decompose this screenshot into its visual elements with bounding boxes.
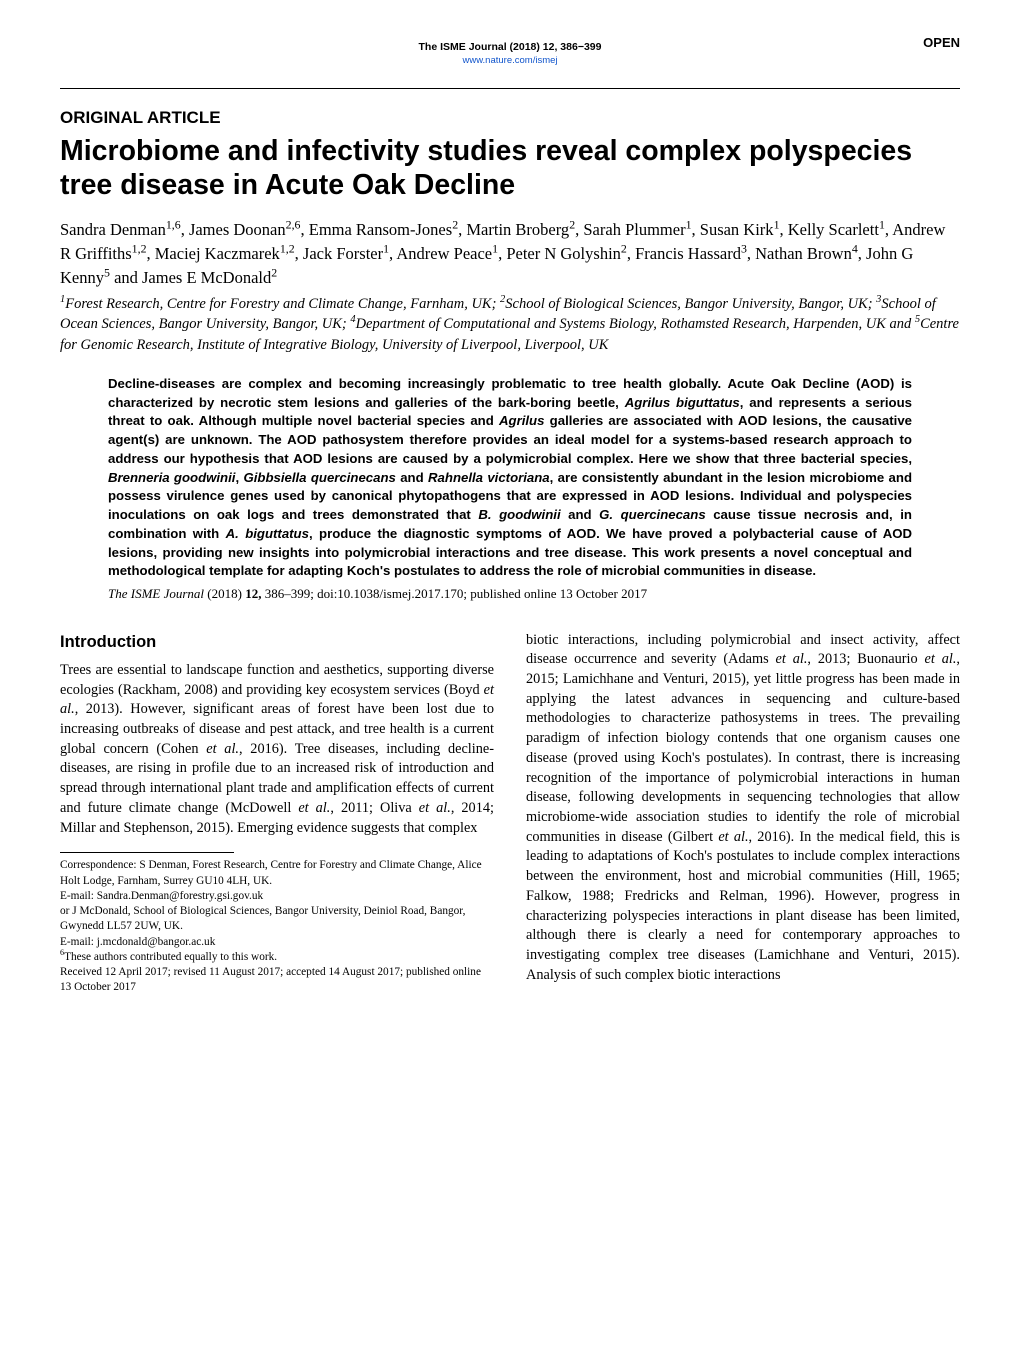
citation-journal: The ISME Journal <box>108 586 204 601</box>
body-columns: Introduction Trees are essential to land… <box>60 631 960 996</box>
article-title: Microbiome and infectivity studies revea… <box>60 134 960 202</box>
open-access-badge: OPEN <box>923 34 960 52</box>
citation-line: The ISME Journal (2018) 12, 386–399; doi… <box>108 585 912 603</box>
article-type-label: ORIGINAL ARTICLE <box>60 107 960 130</box>
footnote-rule <box>60 852 234 853</box>
header-rule <box>60 88 960 89</box>
right-column: biotic interactions, including polymicro… <box>526 631 960 996</box>
citation-year: (2018) <box>207 586 245 601</box>
intro-text-right: biotic interactions, including polymicro… <box>526 631 960 986</box>
correspondence-footnotes: Correspondence: S Denman, Forest Researc… <box>60 858 494 995</box>
abstract: Decline-diseases are complex and becomin… <box>108 375 912 581</box>
intro-text-left: Trees are essential to landscape functio… <box>60 661 494 838</box>
left-column: Introduction Trees are essential to land… <box>60 631 494 996</box>
citation-volume: 12, <box>245 586 261 601</box>
author-list: Sandra Denman1,6, James Doonan2,6, Emma … <box>60 218 960 290</box>
citation-pages: 386–399; doi:10.1038/ismej.2017.170; pub… <box>261 586 647 601</box>
affiliation-list: 1Forest Research, Centre for Forestry an… <box>60 294 960 355</box>
journal-url: www.nature.com/ismej <box>60 55 960 68</box>
introduction-heading: Introduction <box>60 631 494 653</box>
journal-header: The ISME Journal (2018) 12, 386−399 <box>60 40 960 54</box>
